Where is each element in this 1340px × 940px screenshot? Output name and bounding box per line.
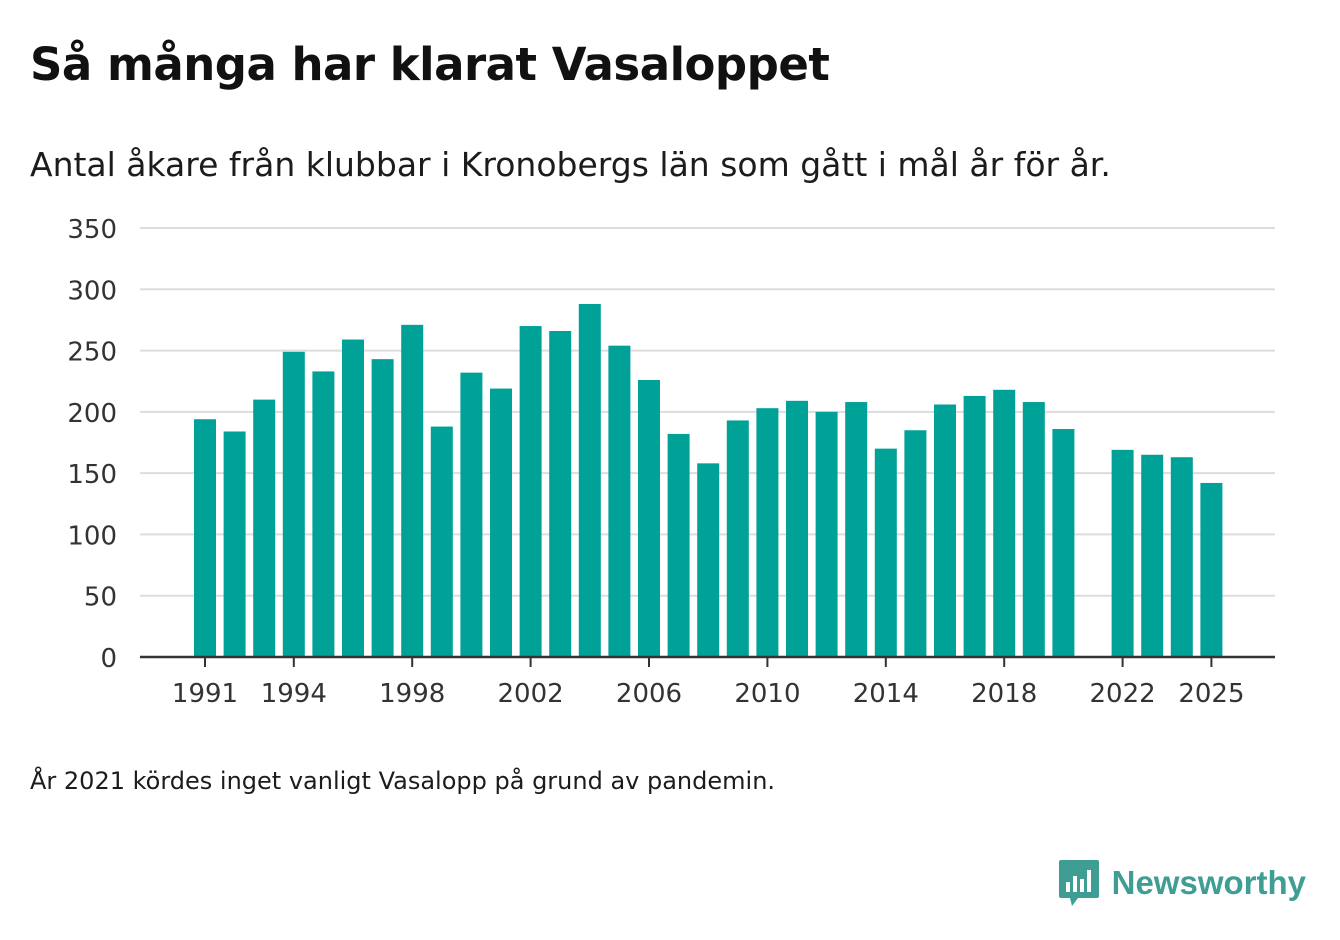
bar-1991[interactable] bbox=[194, 419, 216, 657]
bar-2008[interactable] bbox=[697, 463, 720, 657]
x-tick-label: 2018 bbox=[971, 679, 1037, 709]
y-tick-label: 300 bbox=[67, 276, 117, 306]
bar-2006[interactable] bbox=[638, 379, 660, 657]
y-tick-label: 0 bbox=[100, 644, 117, 674]
bar-2000[interactable] bbox=[460, 372, 483, 657]
y-tick-label: 250 bbox=[67, 338, 117, 368]
x-tick-labels: 1991 1994 1998 2002 2006 2010 2014 2018 2022 2025 bbox=[172, 679, 1245, 709]
y-tick-label: 150 bbox=[67, 460, 117, 490]
bar-2010[interactable] bbox=[756, 408, 779, 657]
x-tick-label: 2010 bbox=[734, 679, 800, 709]
bar-1999[interactable] bbox=[430, 426, 453, 657]
bar-1994[interactable] bbox=[282, 351, 305, 657]
chart-title: Så många har klarat Vasaloppet bbox=[30, 38, 830, 91]
bar-2009[interactable] bbox=[726, 420, 749, 657]
bar-2003[interactable] bbox=[549, 330, 572, 657]
newsworthy-logo-icon bbox=[1058, 860, 1099, 906]
bar-2023[interactable] bbox=[1141, 454, 1164, 657]
bar-2020[interactable] bbox=[1052, 429, 1075, 657]
brand-logo[interactable]: Newsworthy bbox=[1058, 858, 1306, 908]
bar-1996[interactable] bbox=[342, 339, 364, 657]
y-tick-label: 100 bbox=[67, 521, 117, 551]
bar-2007[interactable] bbox=[667, 433, 690, 657]
bar-1998[interactable] bbox=[401, 324, 424, 657]
bar-2014[interactable] bbox=[874, 448, 897, 657]
x-tick-label: 1994 bbox=[261, 679, 327, 709]
footnote: År 2021 kördes inget vanligt Vasalopp på… bbox=[30, 767, 776, 795]
x-tick-label: 2006 bbox=[616, 679, 682, 709]
bar-2012[interactable] bbox=[815, 411, 838, 657]
bar-1992[interactable] bbox=[223, 431, 246, 657]
y-tick-label: 350 bbox=[67, 215, 117, 245]
y-tick-label: 50 bbox=[84, 583, 117, 613]
x-tick-label: 1998 bbox=[379, 679, 445, 709]
bar-1993[interactable] bbox=[253, 399, 276, 657]
bar-1995[interactable] bbox=[312, 371, 335, 657]
x-tick-label: 1991 bbox=[172, 679, 238, 709]
bar-2001[interactable] bbox=[490, 388, 512, 657]
bar-2024[interactable] bbox=[1170, 457, 1193, 657]
bar-2013[interactable] bbox=[845, 402, 868, 657]
chart-subtitle: Antal åkare från klubbar i Kronobergs lä… bbox=[30, 145, 1111, 184]
y-tick-label: 200 bbox=[67, 399, 117, 429]
x-tick-label: 2014 bbox=[853, 679, 919, 709]
bar-2005[interactable] bbox=[608, 345, 631, 657]
bar-2016[interactable] bbox=[934, 404, 956, 657]
x-tick-label: 2022 bbox=[1090, 679, 1156, 709]
x-tick-label: 2025 bbox=[1178, 679, 1244, 709]
bar-2017[interactable] bbox=[963, 395, 986, 657]
bar-1997[interactable] bbox=[371, 359, 394, 657]
x-tick-label: 2002 bbox=[498, 679, 564, 709]
axes bbox=[140, 655, 1275, 667]
bar-2025[interactable] bbox=[1200, 482, 1223, 657]
bar-2002[interactable] bbox=[519, 326, 542, 657]
brand-name: Newsworthy bbox=[1111, 864, 1306, 901]
bar-2015[interactable] bbox=[904, 430, 927, 657]
bar-2018[interactable] bbox=[993, 389, 1016, 657]
bar-2019[interactable] bbox=[1022, 402, 1045, 657]
bars bbox=[194, 303, 1223, 657]
bar-chart: 0 50 100 150 200 250 300 350 1991 1994 1998 2002 20… bbox=[67, 215, 1275, 709]
bar-2004[interactable] bbox=[578, 303, 601, 657]
bar-2011[interactable] bbox=[786, 400, 808, 657]
bar-2022[interactable] bbox=[1111, 449, 1134, 657]
y-tick-labels: 0 50 100 150 200 250 300 350 bbox=[67, 215, 117, 674]
